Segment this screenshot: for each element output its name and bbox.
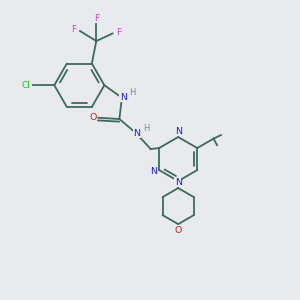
Text: O: O bbox=[175, 226, 182, 235]
Text: F: F bbox=[94, 14, 99, 23]
Text: F: F bbox=[71, 25, 77, 34]
Text: Cl: Cl bbox=[21, 81, 30, 90]
Text: N: N bbox=[120, 93, 127, 102]
Text: H: H bbox=[143, 124, 149, 133]
Text: N: N bbox=[150, 167, 157, 176]
Text: O: O bbox=[89, 113, 97, 122]
Text: N: N bbox=[134, 129, 141, 138]
Text: N: N bbox=[175, 127, 182, 136]
Text: N: N bbox=[175, 178, 182, 187]
Text: H: H bbox=[129, 88, 135, 97]
Text: F: F bbox=[116, 28, 121, 37]
